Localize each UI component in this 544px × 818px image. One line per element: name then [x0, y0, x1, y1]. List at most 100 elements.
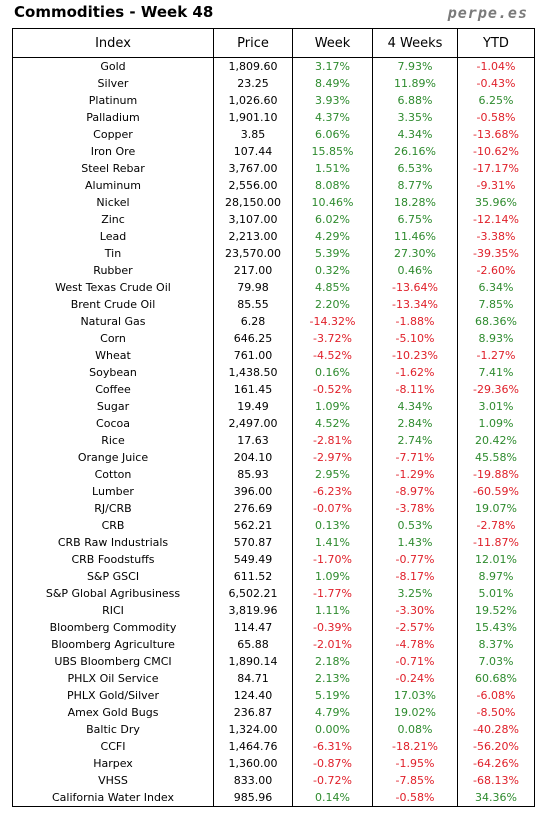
- cell-week: 6.02%: [292, 211, 373, 228]
- cell-index: Orange Juice: [12, 449, 214, 466]
- cell-ytd: -68.13%: [457, 772, 535, 789]
- table-header-row: Index Price Week 4 Weeks YTD: [12, 28, 535, 58]
- cell-index: Sugar: [12, 398, 214, 415]
- cell-index: Gold: [12, 57, 214, 75]
- cell-week: 2.95%: [292, 466, 373, 483]
- table-row: RJ/CRB 276.69 -0.07% -3.78% 19.07%: [12, 500, 535, 517]
- cell-week: 2.20%: [292, 296, 373, 313]
- table-row: Lumber 396.00 -6.23% -8.97% -60.59%: [12, 483, 535, 500]
- cell-ytd: -17.17%: [457, 160, 535, 177]
- table-row: CCFI 1,464.76 -6.31% -18.21% -56.20%: [12, 738, 535, 755]
- column-header-week: Week: [292, 28, 373, 58]
- cell-week: 0.16%: [292, 364, 373, 381]
- cell-week: 5.19%: [292, 687, 373, 704]
- cell-4-weeks: -1.95%: [372, 755, 458, 772]
- cell-ytd: -8.50%: [457, 704, 535, 721]
- table-row: Bloomberg Agriculture 65.88 -2.01% -4.78% 8.…: [12, 636, 535, 653]
- cell-ytd: 15.43%: [457, 619, 535, 636]
- cell-ytd: -60.59%: [457, 483, 535, 500]
- table-row: Corn 646.25 -3.72% -5.10% 8.93%: [12, 330, 535, 347]
- cell-price: 396.00: [213, 483, 293, 500]
- cell-index: Cotton: [12, 466, 214, 483]
- cell-4-weeks: -13.64%: [372, 279, 458, 296]
- cell-week: -0.87%: [292, 755, 373, 772]
- cell-4-weeks: -1.88%: [372, 313, 458, 330]
- column-header-index: Index: [12, 28, 214, 58]
- cell-price: 23.25: [213, 75, 293, 92]
- cell-index: Lead: [12, 228, 214, 245]
- cell-ytd: 19.52%: [457, 602, 535, 619]
- cell-4-weeks: 0.46%: [372, 262, 458, 279]
- cell-week: 1.41%: [292, 534, 373, 551]
- cell-4-weeks: -8.11%: [372, 381, 458, 398]
- cell-index: Baltic Dry: [12, 721, 214, 738]
- cell-ytd: -1.27%: [457, 347, 535, 364]
- cell-index: Iron Ore: [12, 143, 214, 160]
- cell-index: Aluminum: [12, 177, 214, 194]
- cell-4-weeks: -3.30%: [372, 602, 458, 619]
- table-row: Orange Juice 204.10 -2.97% -7.71% 45.58%: [12, 449, 535, 466]
- cell-price: 85.93: [213, 466, 293, 483]
- commodities-table: Index Price Week 4 Weeks YTD Gold 1,809.6…: [12, 28, 535, 807]
- cell-week: -2.81%: [292, 432, 373, 449]
- cell-price: 985.96: [213, 789, 293, 807]
- cell-index: RICI: [12, 602, 214, 619]
- cell-4-weeks: -8.97%: [372, 483, 458, 500]
- cell-ytd: -40.28%: [457, 721, 535, 738]
- cell-week: 4.79%: [292, 704, 373, 721]
- cell-index: Corn: [12, 330, 214, 347]
- cell-ytd: -13.68%: [457, 126, 535, 143]
- table-row: Sugar 19.49 1.09% 4.34% 3.01%: [12, 398, 535, 415]
- cell-index: Bloomberg Commodity: [12, 619, 214, 636]
- cell-week: 0.14%: [292, 789, 373, 807]
- cell-index: Palladium: [12, 109, 214, 126]
- table-row: Amex Gold Bugs 236.87 4.79% 19.02% -8.50%: [12, 704, 535, 721]
- cell-price: 1,438.50: [213, 364, 293, 381]
- cell-price: 3,107.00: [213, 211, 293, 228]
- cell-week: -3.72%: [292, 330, 373, 347]
- cell-ytd: -64.26%: [457, 755, 535, 772]
- cell-index: Amex Gold Bugs: [12, 704, 214, 721]
- cell-4-weeks: 17.03%: [372, 687, 458, 704]
- cell-week: 3.93%: [292, 92, 373, 109]
- cell-ytd: 8.93%: [457, 330, 535, 347]
- cell-week: 0.13%: [292, 517, 373, 534]
- cell-price: 19.49: [213, 398, 293, 415]
- cell-index: Bloomberg Agriculture: [12, 636, 214, 653]
- cell-price: 79.98: [213, 279, 293, 296]
- table-row: Aluminum 2,556.00 8.08% 8.77% -9.31%: [12, 177, 535, 194]
- cell-4-weeks: 27.30%: [372, 245, 458, 262]
- cell-index: CCFI: [12, 738, 214, 755]
- table-row: RICI 3,819.96 1.11% -3.30% 19.52%: [12, 602, 535, 619]
- cell-ytd: -1.04%: [457, 57, 535, 75]
- cell-index: Steel Rebar: [12, 160, 214, 177]
- cell-ytd: -10.62%: [457, 143, 535, 160]
- cell-price: 570.87: [213, 534, 293, 551]
- cell-week: -14.32%: [292, 313, 373, 330]
- cell-ytd: 35.96%: [457, 194, 535, 211]
- cell-price: 84.71: [213, 670, 293, 687]
- table-body: Gold 1,809.60 3.17% 7.93% -1.04% Silver 23.25 8…: [12, 57, 535, 807]
- table-row: PHLX Oil Service 84.71 2.13% -0.24% 60.68%: [12, 670, 535, 687]
- cell-ytd: 19.07%: [457, 500, 535, 517]
- cell-week: 2.18%: [292, 653, 373, 670]
- cell-ytd: 68.36%: [457, 313, 535, 330]
- cell-index: Platinum: [12, 92, 214, 109]
- cell-week: -0.07%: [292, 500, 373, 517]
- table-row: Tin 23,570.00 5.39% 27.30% -39.35%: [12, 245, 535, 262]
- table-row: Platinum 1,026.60 3.93% 6.88% 6.25%: [12, 92, 535, 109]
- cell-ytd: 7.85%: [457, 296, 535, 313]
- cell-price: 2,213.00: [213, 228, 293, 245]
- cell-week: -2.01%: [292, 636, 373, 653]
- cell-price: 761.00: [213, 347, 293, 364]
- cell-ytd: 60.68%: [457, 670, 535, 687]
- cell-index: Wheat: [12, 347, 214, 364]
- cell-week: -1.70%: [292, 551, 373, 568]
- table-row: Copper 3.85 6.06% 4.34% -13.68%: [12, 126, 535, 143]
- cell-index: VHSS: [12, 772, 214, 789]
- cell-4-weeks: 0.53%: [372, 517, 458, 534]
- cell-index: Coffee: [12, 381, 214, 398]
- cell-price: 549.49: [213, 551, 293, 568]
- table-row: Lead 2,213.00 4.29% 11.46% -3.38%: [12, 228, 535, 245]
- cell-price: 17.63: [213, 432, 293, 449]
